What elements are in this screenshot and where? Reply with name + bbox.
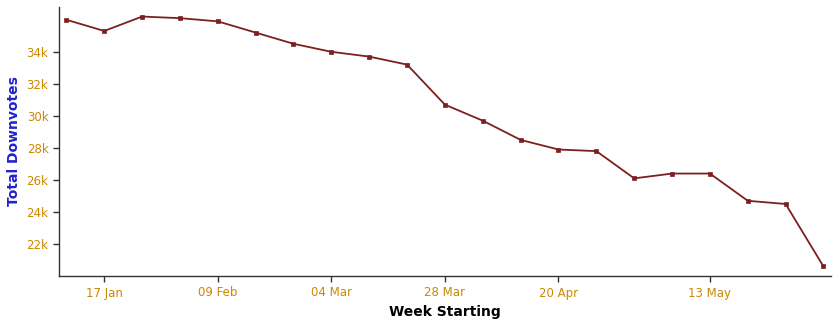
X-axis label: Week Starting: Week Starting [389,305,501,319]
Y-axis label: Total Downvotes: Total Downvotes [7,77,21,206]
